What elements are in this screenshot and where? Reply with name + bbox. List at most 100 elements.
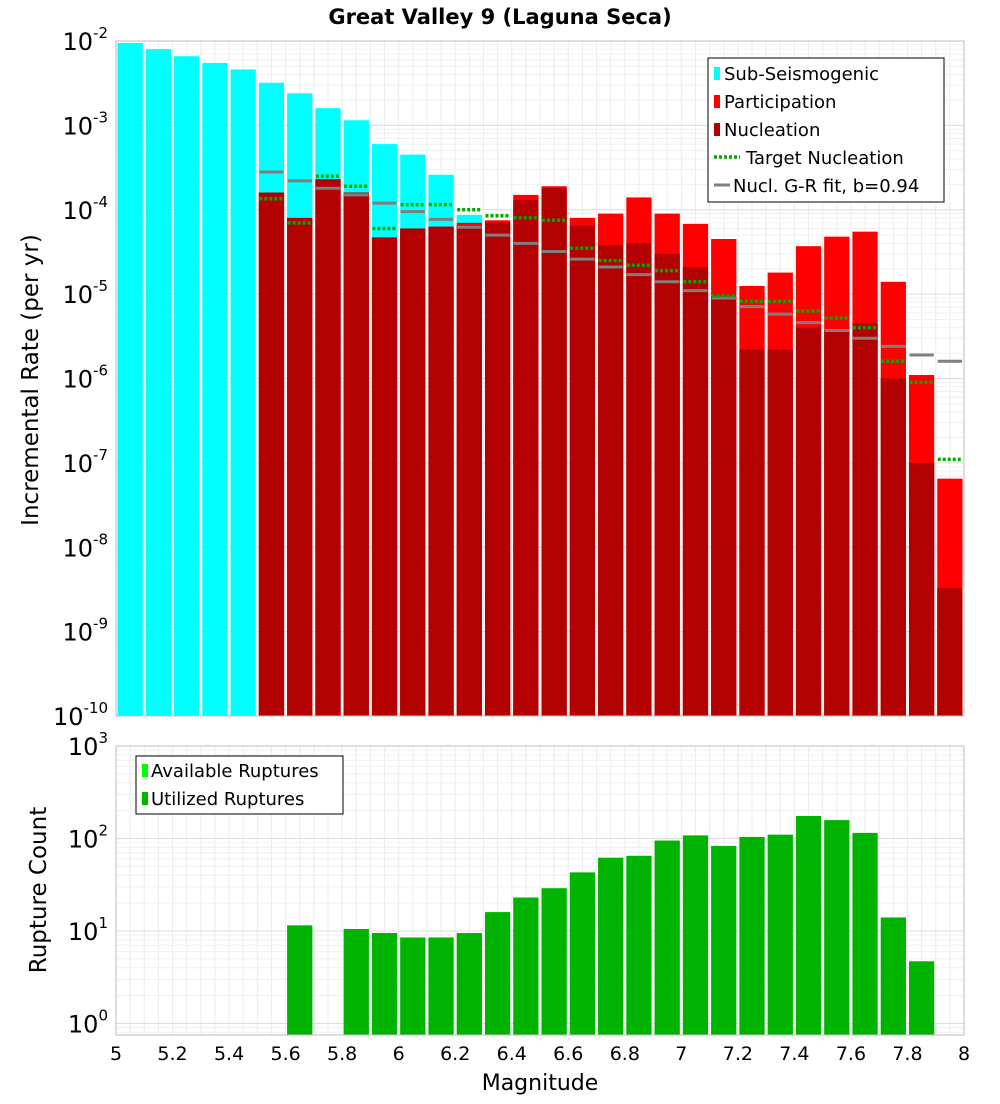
utilized-ruptures-bar xyxy=(626,855,652,1035)
nucleation-bar xyxy=(456,225,482,716)
legend-label: Nucl. G-R fit, b=0.94 xyxy=(733,176,919,197)
y-tick-label: 103 xyxy=(68,729,108,761)
legend-item-gr: Nucl. G-R fit, b=0.94 xyxy=(714,176,919,197)
top-bars xyxy=(117,42,963,717)
nucleation-bar xyxy=(400,228,426,716)
legend-label: Nucleation xyxy=(724,120,820,141)
x-tick-label: 7 xyxy=(675,1043,687,1065)
legend-item-sub: Sub-Seismogenic xyxy=(714,64,879,85)
nucleation-bar xyxy=(428,226,454,716)
target-nucleation-series xyxy=(259,174,962,462)
top-legend: Sub-Seismogenic Participation Nucleation Ta… xyxy=(707,57,945,203)
utilized-ruptures-bar xyxy=(541,888,567,1035)
bottom-legend-box xyxy=(135,755,344,815)
nucleation-bar xyxy=(654,253,680,716)
legend-swatch xyxy=(142,764,148,777)
y-tick-label: 10-2 xyxy=(62,24,108,56)
x-axis-label: Magnitude xyxy=(482,1071,599,1096)
top-plot-frame xyxy=(115,40,965,717)
utilized-ruptures-bar xyxy=(569,872,596,1035)
legend-label: Utilized Ruptures xyxy=(151,789,304,810)
utilized-ruptures-bar xyxy=(400,937,426,1035)
utilized-ruptures-bar xyxy=(456,933,482,1035)
y-tick-label: 10-4 xyxy=(62,193,108,225)
nucleation-bar xyxy=(767,349,793,716)
legend-label: Participation xyxy=(724,92,836,113)
x-tick-label: 6.2 xyxy=(440,1043,470,1065)
y-tick-label: 10-5 xyxy=(62,277,108,309)
nucleation-bar xyxy=(852,323,878,716)
legend-swatch xyxy=(714,123,720,136)
legend-swatch xyxy=(714,67,720,80)
y-tick-label: 10-6 xyxy=(62,362,108,394)
x-tick-label: 6.4 xyxy=(497,1043,527,1065)
y-tick-label: 10-10 xyxy=(53,699,108,731)
bottom-plot-frame xyxy=(115,745,965,1036)
x-tick-label: 7.8 xyxy=(892,1043,922,1065)
nucleation-bar xyxy=(513,200,539,716)
bottom-y-axis-label: Rupture Count xyxy=(26,807,52,973)
legend-label: Available Ruptures xyxy=(151,761,319,782)
legend-item-target: Target Nucleation xyxy=(714,148,904,169)
x-tick-label: 5.6 xyxy=(270,1043,300,1065)
legend-item-part: Participation xyxy=(714,92,836,113)
y-tick-label: 10-3 xyxy=(62,108,108,140)
legend-swatch xyxy=(142,792,148,805)
utilized-ruptures-bar xyxy=(484,912,511,1035)
utilized-ruptures-bar xyxy=(654,840,680,1035)
utilized-ruptures-bar xyxy=(371,933,398,1035)
nucleation-bar xyxy=(880,378,906,716)
nucleation-bar xyxy=(371,237,398,716)
x-tick-label: 5.8 xyxy=(327,1043,357,1065)
y-tick-label: 10-8 xyxy=(62,530,108,562)
nucleation-bar xyxy=(795,327,822,716)
legend-label: Sub-Seismogenic xyxy=(724,64,879,85)
sub-seismogenic-bar xyxy=(145,49,172,717)
nucleation-bar xyxy=(711,296,737,716)
utilized-ruptures-bar xyxy=(711,845,737,1035)
legend-swatch xyxy=(714,95,720,108)
nucleation-bar xyxy=(626,243,652,717)
gr-fit-series xyxy=(259,170,962,363)
utilized-ruptures-bar xyxy=(852,832,878,1035)
utilized-ruptures-bar xyxy=(513,897,539,1035)
utilized-ruptures-bar xyxy=(824,820,850,1035)
x-tick-label: 5.2 xyxy=(157,1043,187,1065)
sub-seismogenic-bar xyxy=(230,69,256,716)
utilized-ruptures-bar xyxy=(287,925,313,1035)
bottom-legend: Available Ruptures Utilized Ruptures xyxy=(135,755,344,815)
y-tick-label: 101 xyxy=(68,914,108,946)
sub-seismogenic-bar xyxy=(174,56,200,717)
nucleation-bar xyxy=(598,245,624,717)
nucleation-bar xyxy=(824,329,850,716)
nucleation-bar xyxy=(315,179,341,716)
utilized-ruptures-bar xyxy=(428,937,454,1035)
utilized-ruptures-bar xyxy=(795,816,822,1035)
x-ticks: 5 5.2 5.4 5.6 5.8 6 6.2 6.4 6.6 6.8 7 7.2 7.4 7.6 7.8 8 xyxy=(110,1043,970,1065)
nucleation-bar xyxy=(682,266,709,716)
nucleation-bar xyxy=(484,222,511,716)
utilized-ruptures-bar xyxy=(880,917,906,1035)
utilized-ruptures-bar xyxy=(343,929,369,1035)
bottom-y-ticks: 100 101 102 103 xyxy=(68,729,108,1038)
x-tick-label: 6.8 xyxy=(610,1043,640,1065)
y-tick-label: 10-9 xyxy=(62,615,108,647)
top-plot-grid xyxy=(115,40,965,717)
utilized-ruptures-bar xyxy=(598,857,624,1035)
sub-seismogenic-bar xyxy=(202,62,228,716)
utilized-ruptures-bar xyxy=(767,834,793,1035)
x-tick-label: 5 xyxy=(110,1043,122,1065)
bottom-bars xyxy=(287,816,935,1035)
legend-label: Target Nucleation xyxy=(745,148,904,169)
top-legend-box xyxy=(707,57,945,203)
nucleation-bar xyxy=(287,217,313,716)
nucleation-bar xyxy=(258,192,285,717)
x-tick-label: 8 xyxy=(958,1043,970,1065)
x-tick-label: 7.4 xyxy=(779,1043,809,1065)
legend-item-utilized: Utilized Ruptures xyxy=(142,789,304,810)
nucleation-bar xyxy=(908,462,935,716)
sub-seismogenic-bar xyxy=(117,42,143,716)
x-tick-label: 6.6 xyxy=(553,1043,583,1065)
